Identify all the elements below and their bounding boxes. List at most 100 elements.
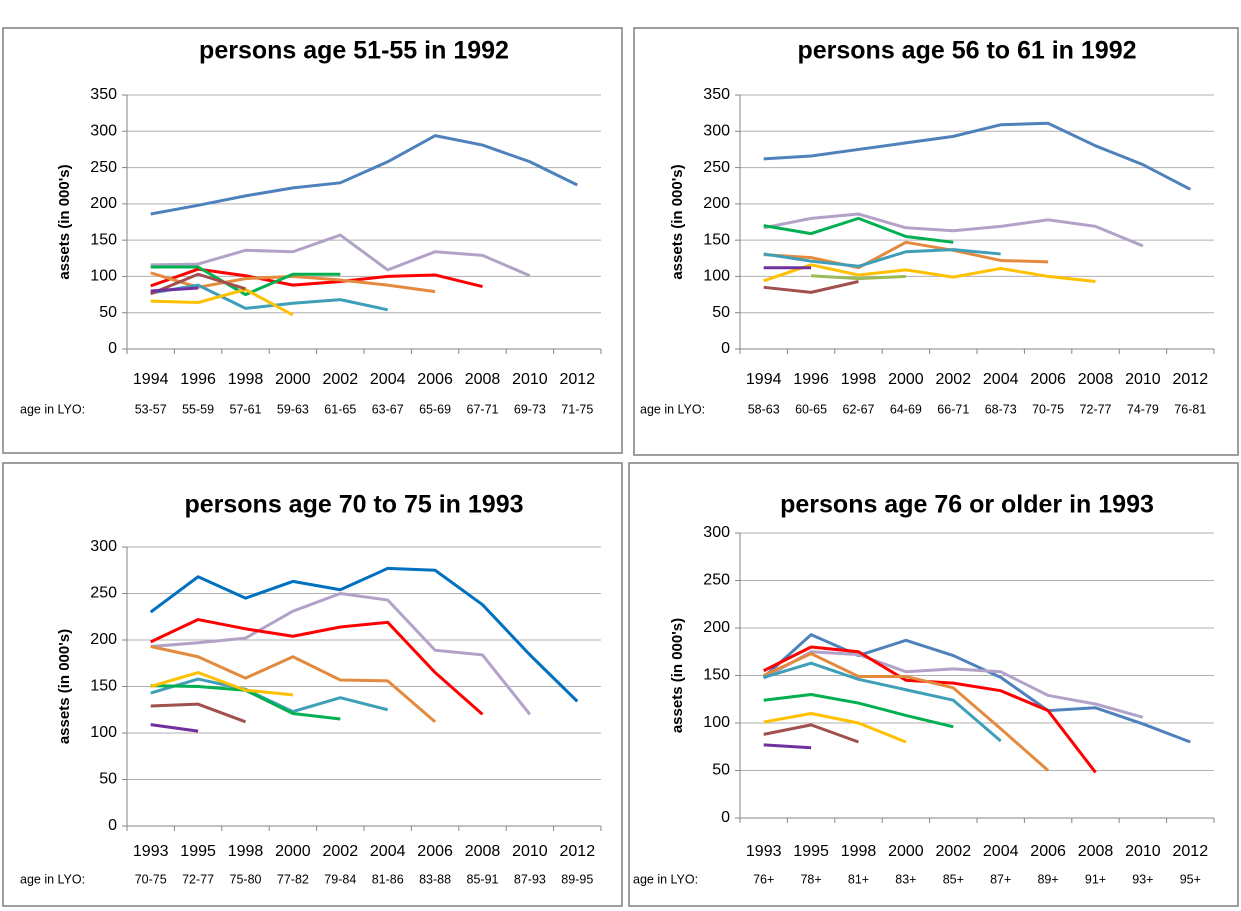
- panel-frame: [2, 462, 623, 907]
- age-label: 76-81: [1174, 402, 1206, 416]
- age-label: 87+: [990, 872, 1011, 886]
- series-line: [150, 283, 389, 312]
- chart-panel: persons age 70 to 75 in 1993 assets (in 0…: [2, 462, 623, 907]
- age-label-title: age in LYO:: [20, 402, 85, 416]
- x-tick-label: 2008: [1078, 843, 1114, 860]
- series-line: [150, 272, 246, 296]
- y-tick-label: 200: [703, 619, 730, 636]
- series-line: [150, 723, 199, 733]
- y-tick-label: 250: [703, 572, 730, 589]
- series-line: [150, 271, 436, 294]
- x-tick-label: 2006: [417, 843, 453, 860]
- x-tick-label: 1998: [841, 843, 877, 860]
- age-label: 64-69: [890, 402, 922, 416]
- series-line: [763, 693, 954, 729]
- series-line: [150, 702, 247, 724]
- y-tick-label: 350: [90, 86, 117, 103]
- y-tick-label: 100: [703, 714, 730, 731]
- y-tick-label: 150: [703, 231, 730, 248]
- x-tick-label: 2002: [936, 843, 972, 860]
- age-label: 72-77: [1080, 402, 1112, 416]
- series-line: [150, 287, 294, 317]
- chart-title: persons age 76 or older in 1993: [780, 491, 1154, 519]
- age-label: 66-71: [937, 402, 969, 416]
- age-label: 65-69: [419, 402, 451, 416]
- y-tick-label: 0: [721, 809, 730, 826]
- age-label: 72-77: [182, 872, 214, 886]
- x-tick-label: 1998: [228, 843, 264, 860]
- series-line: [150, 233, 531, 278]
- y-tick-label: 200: [90, 631, 117, 648]
- series-line: [763, 743, 812, 750]
- age-label: 85-91: [467, 872, 499, 886]
- x-tick-label: 2002: [323, 371, 359, 388]
- series-line: [763, 216, 954, 244]
- x-tick-label: 1996: [793, 371, 829, 388]
- age-label: 70-75: [135, 872, 167, 886]
- x-tick-label: 1994: [133, 371, 169, 388]
- series-line: [763, 661, 1002, 743]
- x-tick-label: 1998: [841, 371, 877, 388]
- series-line: [763, 121, 1191, 191]
- x-tick-label: 2002: [936, 371, 972, 388]
- age-label: 57-61: [230, 402, 262, 416]
- y-tick-label: 200: [703, 195, 730, 212]
- series-line: [763, 652, 1050, 772]
- x-tick-label: 2012: [560, 371, 596, 388]
- y-tick-label: 50: [99, 771, 117, 788]
- age-label: 63-67: [372, 402, 404, 416]
- x-tick-label: 1993: [746, 843, 782, 860]
- x-tick-label: 2010: [512, 371, 548, 388]
- age-label-title: age in LYO:: [20, 872, 85, 886]
- series-line: [763, 263, 1096, 284]
- x-tick-label: 2012: [560, 843, 596, 860]
- chart-panel: persons age 56 to 61 in 1992 assets (in 0…: [633, 27, 1239, 456]
- age-label: 67-71: [467, 402, 499, 416]
- age-label: 79-84: [324, 872, 356, 886]
- series-line: [763, 248, 1001, 268]
- age-label: 76+: [753, 872, 774, 886]
- x-tick-label: 1994: [746, 371, 782, 388]
- age-label: 75-80: [230, 872, 262, 886]
- y-tick-label: 300: [703, 123, 730, 140]
- y-tick-label: 0: [108, 340, 117, 357]
- age-label: 59-63: [277, 402, 309, 416]
- age-label: 55-59: [182, 402, 214, 416]
- series-line: [149, 566, 579, 703]
- x-tick-label: 1996: [180, 371, 216, 388]
- series-line: [762, 650, 1144, 719]
- series-line: [763, 723, 860, 744]
- x-tick-label: 2004: [983, 843, 1019, 860]
- chart-panel: persons age 76 or older in 1993 assets (i…: [628, 462, 1239, 907]
- x-tick-label: 1998: [228, 371, 264, 388]
- series-line: [763, 280, 859, 294]
- age-label: 91+: [1085, 872, 1106, 886]
- x-tick-label: 1995: [793, 843, 829, 860]
- x-tick-label: 2000: [888, 371, 924, 388]
- series-line: [150, 286, 199, 293]
- y-tick-label: 100: [703, 268, 730, 285]
- y-tick-label: 150: [703, 667, 730, 684]
- x-tick-label: 2006: [1030, 843, 1066, 860]
- x-tick-label: 2000: [275, 371, 311, 388]
- age-label: 83+: [895, 872, 916, 886]
- age-label: 71-75: [561, 402, 593, 416]
- age-label: 93+: [1132, 872, 1153, 886]
- y-tick-label: 0: [721, 340, 730, 357]
- x-tick-label: 2010: [1125, 371, 1161, 388]
- x-tick-label: 2004: [983, 371, 1019, 388]
- chart-panel: persons age 51-55 in 1992 assets (in 000'…: [2, 27, 623, 454]
- age-label: 61-65: [324, 402, 356, 416]
- x-tick-label: 2012: [1173, 371, 1209, 388]
- series-line: [763, 212, 1144, 248]
- x-tick-label: 2012: [1173, 843, 1209, 860]
- y-axis-label: assets (in 000's): [669, 164, 686, 279]
- y-axis-label: assets (in 000's): [56, 629, 73, 744]
- series-line: [763, 712, 907, 744]
- age-label: 74-79: [1127, 402, 1159, 416]
- chart-title: persons age 51-55 in 1992: [199, 37, 509, 65]
- y-tick-label: 150: [90, 231, 117, 248]
- x-tick-label: 2010: [1125, 843, 1161, 860]
- series-line: [150, 671, 294, 697]
- y-tick-label: 250: [90, 159, 117, 176]
